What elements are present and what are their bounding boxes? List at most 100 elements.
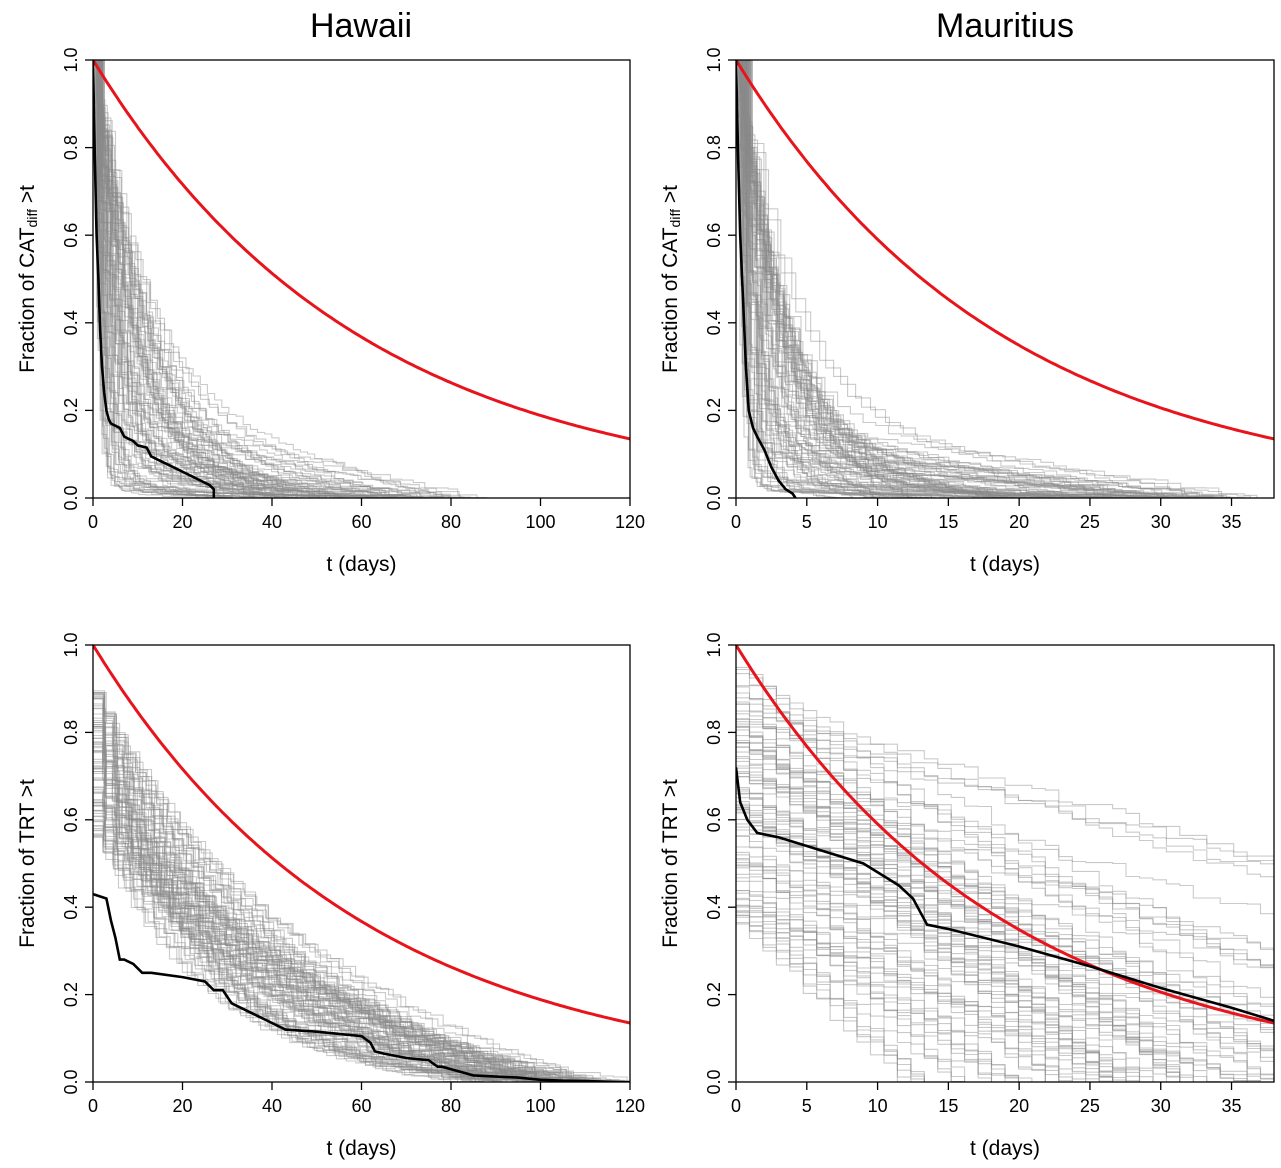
simulated-line xyxy=(736,805,1274,1082)
simulated-line xyxy=(736,60,1215,498)
x-tick-label: 40 xyxy=(262,1096,282,1116)
simulated-line xyxy=(736,666,1274,1082)
observed-curve xyxy=(736,767,1274,1023)
simulated-line xyxy=(736,812,1274,1082)
simulated-line xyxy=(93,750,477,1082)
plot-frame xyxy=(735,59,1275,499)
simulated-line xyxy=(736,60,1195,498)
simulated-line xyxy=(93,804,561,1081)
simulated-line xyxy=(93,60,411,498)
simulated-line xyxy=(93,60,275,498)
simulated-line xyxy=(93,725,585,1082)
simulated-line xyxy=(93,802,503,1082)
simulated-line xyxy=(93,698,518,1082)
simulated-line xyxy=(93,711,561,1082)
simulated-line xyxy=(736,921,1274,1082)
simulated-line xyxy=(736,738,1274,1062)
simulated-line xyxy=(736,791,1274,1082)
simulated-line xyxy=(93,60,452,498)
simulated-line xyxy=(93,815,548,1082)
simulated-line xyxy=(93,60,320,498)
simulated-line xyxy=(93,60,443,498)
reference-curve xyxy=(736,60,1274,441)
x-tick-label: 30 xyxy=(1151,512,1171,532)
simulated-line xyxy=(736,910,1274,1082)
simulated-line xyxy=(736,60,880,498)
simulated-line xyxy=(736,60,874,498)
simulated-line xyxy=(736,60,1188,498)
simulated-line xyxy=(736,60,877,498)
simulated-line xyxy=(93,727,516,1082)
simulated-line xyxy=(736,702,1274,1082)
simulated-line xyxy=(93,736,582,1082)
x-tick-label: 40 xyxy=(262,512,282,532)
simulated-line xyxy=(736,831,1274,1082)
simulated-line xyxy=(93,801,502,1082)
simulated-line xyxy=(93,60,343,498)
y-tick-label: 0.6 xyxy=(704,223,724,248)
panel-bottom-left: 0 20 40 60 80 100 120 0.0 0.2 0.4 0.6 0.8 1.0 t (days… xyxy=(16,632,646,1160)
simulated-line xyxy=(93,60,405,498)
x-tick-label: 100 xyxy=(525,512,555,532)
x-tick-label: 0 xyxy=(731,1096,741,1116)
simulated-line xyxy=(93,60,457,498)
simulated-line xyxy=(93,693,563,1082)
x-tick-label: 35 xyxy=(1222,1096,1242,1116)
simulated-line xyxy=(736,899,1274,1082)
simulated-line xyxy=(93,60,316,498)
x-tick-label: 15 xyxy=(938,1096,958,1116)
simulated-line xyxy=(93,60,373,498)
simulated-line xyxy=(93,779,568,1081)
simulated-line xyxy=(736,840,1274,1082)
simulated-line xyxy=(93,60,233,498)
x-tick-label: 0 xyxy=(88,512,98,532)
simulated-line xyxy=(93,60,414,498)
simulated-line xyxy=(736,60,853,498)
simulated-line xyxy=(93,694,527,1082)
x-axis-label: t (days) xyxy=(970,553,1040,576)
y-tick-label: 0.6 xyxy=(61,807,81,832)
simulated-line xyxy=(736,709,1274,879)
simulated-line xyxy=(736,60,1157,498)
reference-curve xyxy=(93,645,630,1025)
simulated-line xyxy=(736,60,879,498)
simulated-line xyxy=(93,60,479,498)
simulated-line xyxy=(736,890,1274,1082)
simulated-line xyxy=(93,60,472,498)
plot-area xyxy=(736,60,1274,498)
x-tick-label: 10 xyxy=(868,1096,888,1116)
simulated-line xyxy=(93,60,422,498)
simulated-line xyxy=(93,810,597,1082)
simulated-line xyxy=(93,750,584,1082)
simulated-line xyxy=(93,60,265,498)
simulated-line xyxy=(736,772,1274,1054)
simulated-line xyxy=(93,60,298,498)
simulated-line xyxy=(93,60,368,498)
x-tick-label: 80 xyxy=(441,512,461,532)
simulated-line xyxy=(93,60,424,498)
simulated-line xyxy=(93,737,559,1082)
simulated-line xyxy=(93,718,548,1082)
simulated-line xyxy=(93,695,519,1081)
simulated-lines xyxy=(93,60,488,498)
simulated-line xyxy=(736,809,1274,1082)
x-tick-label: 0 xyxy=(731,512,741,532)
panel-bottom-right: 0 5 10 15 20 25 30 35 0.0 0.2 0.4 0.6 0.8 1.0 t (days)… xyxy=(659,632,1275,1160)
simulated-line xyxy=(93,60,418,498)
simulated-line xyxy=(93,789,481,1082)
simulated-line xyxy=(736,60,1174,498)
simulated-line xyxy=(93,721,588,1082)
simulated-line xyxy=(736,864,1274,1082)
x-tick-label: 20 xyxy=(172,512,192,532)
simulated-line xyxy=(93,750,625,1082)
simulated-line xyxy=(736,737,1274,1082)
simulated-line xyxy=(93,741,483,1082)
y-tick-label: 0.2 xyxy=(704,982,724,1007)
simulated-line xyxy=(736,60,1001,498)
simulated-line xyxy=(736,715,1274,884)
y-tick-label: 0.4 xyxy=(704,310,724,335)
simulated-line xyxy=(93,803,628,1082)
simulated-line xyxy=(736,60,1050,498)
simulated-line xyxy=(93,60,408,498)
